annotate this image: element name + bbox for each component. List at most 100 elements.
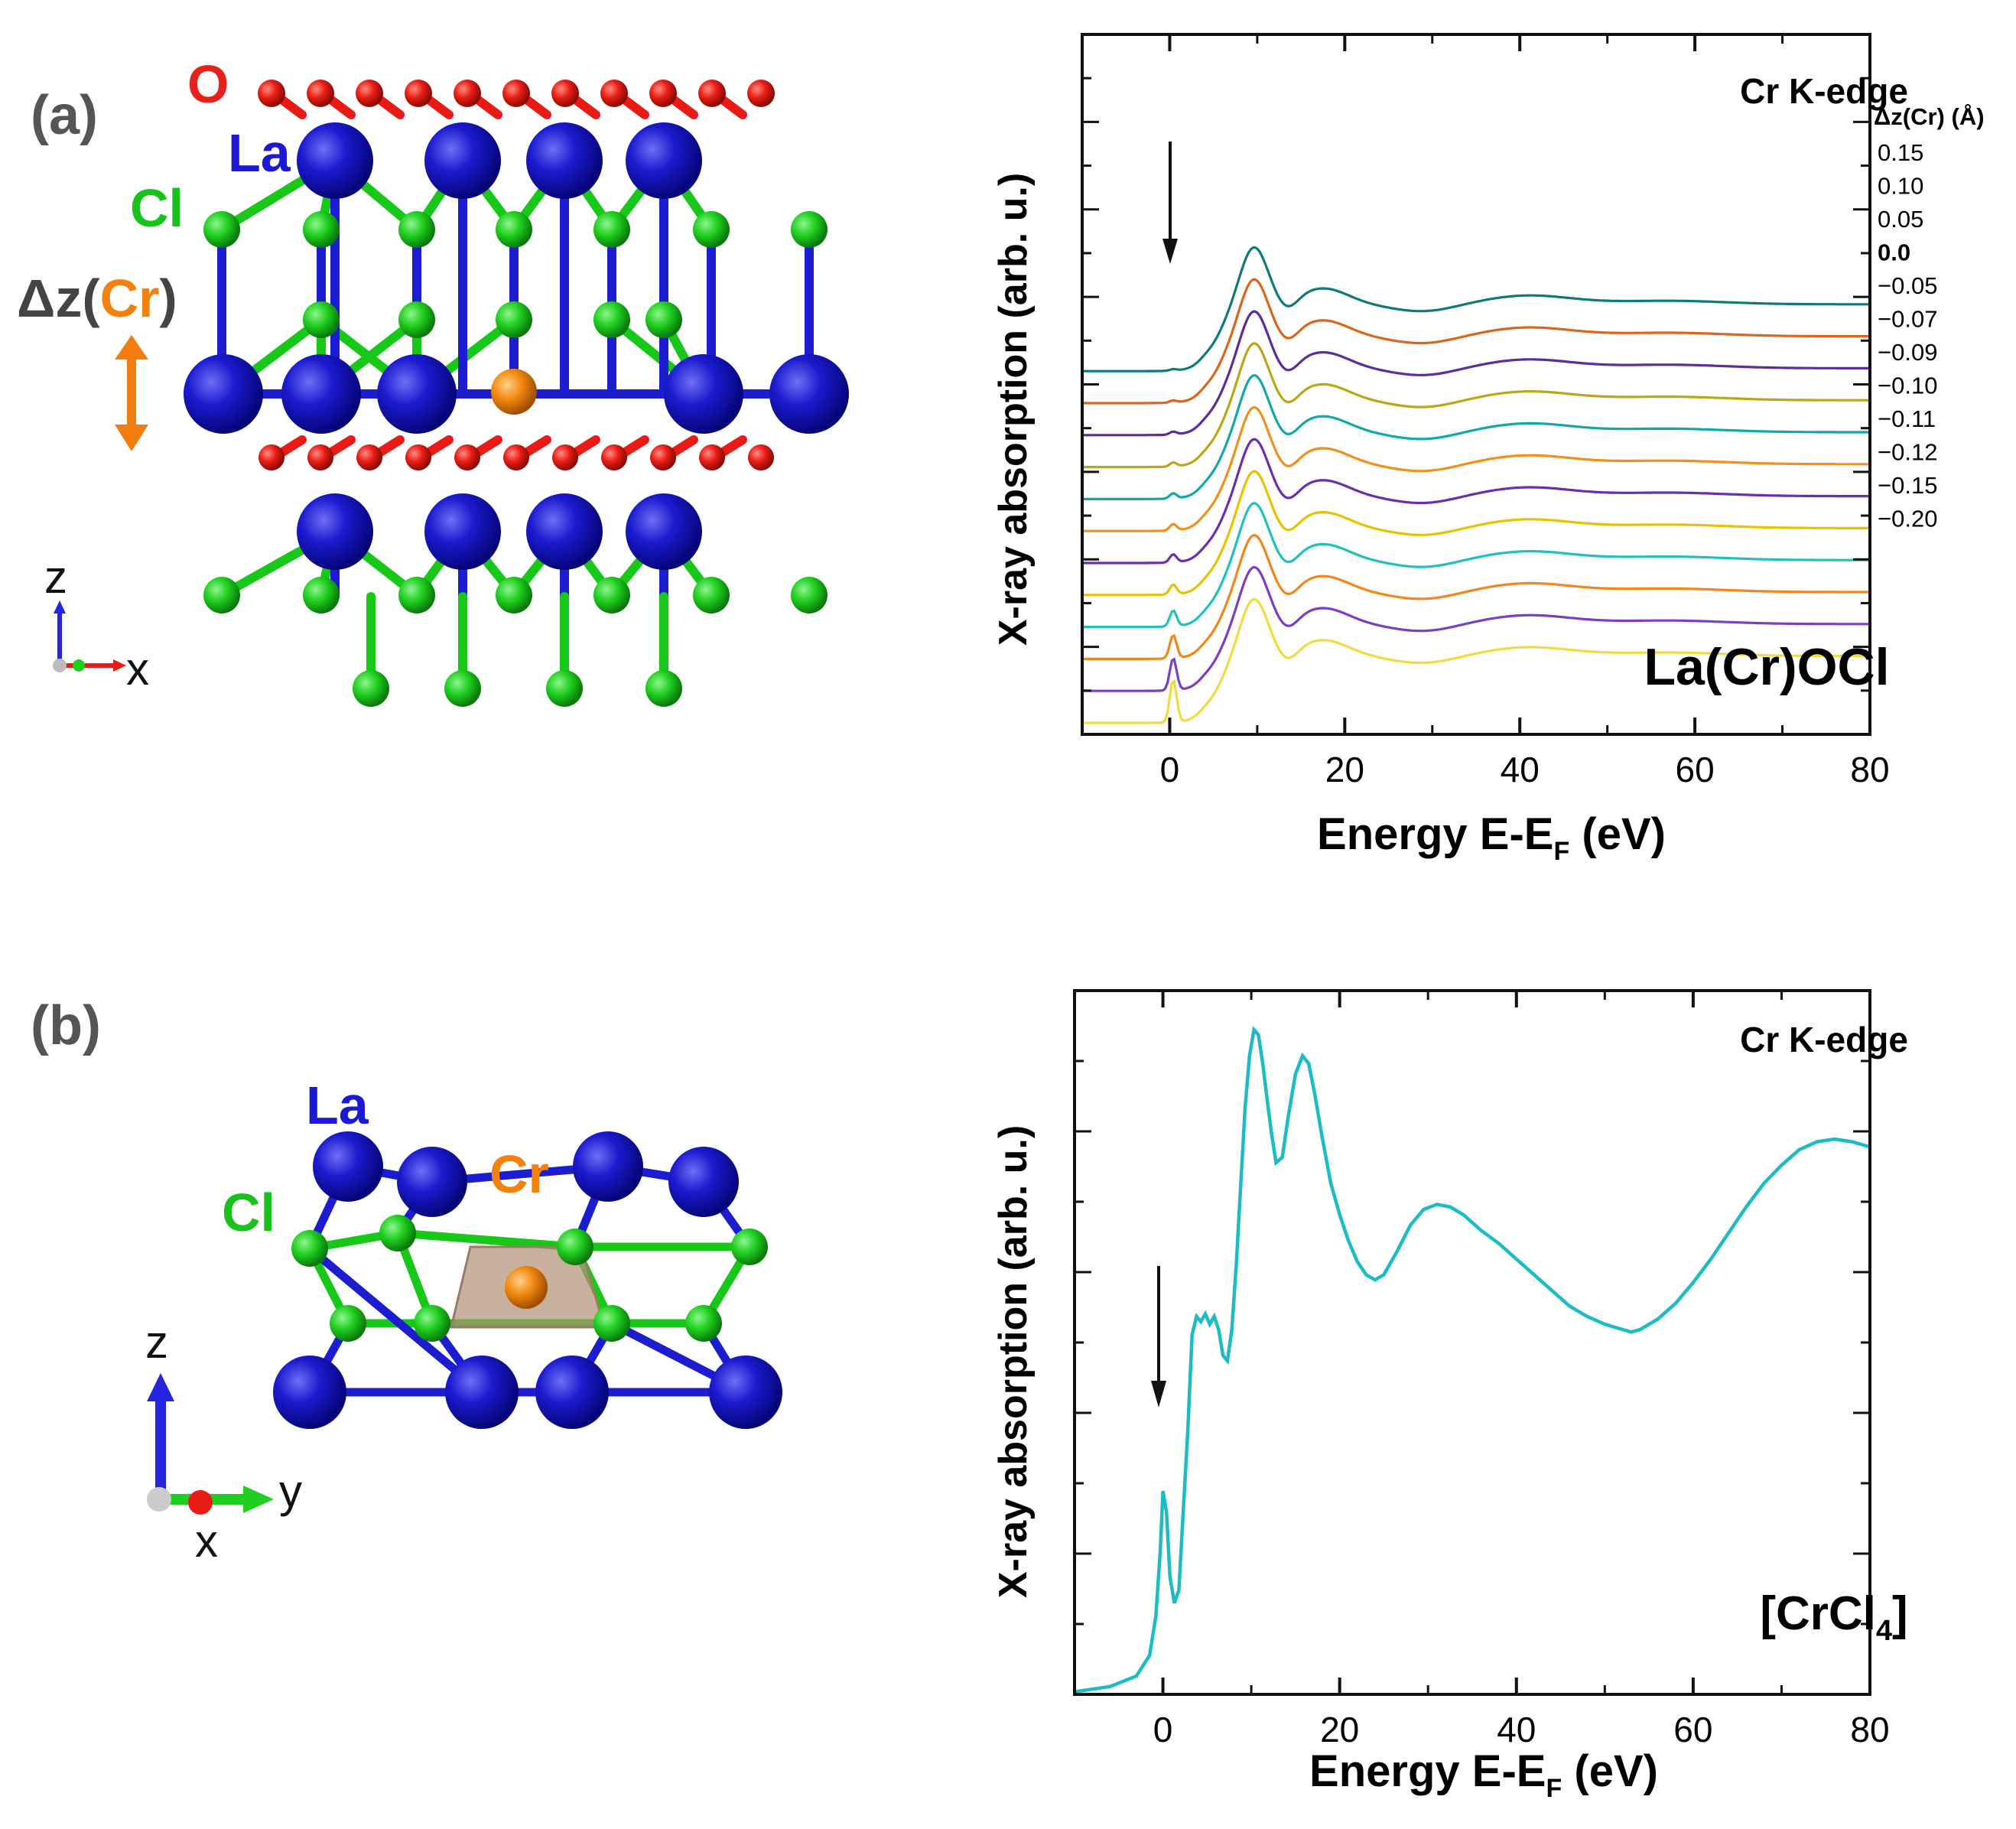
legend-entry-11: −0.15 — [1878, 472, 1937, 499]
chart-a-ylabel-text: X-ray absorption (arb. u.) — [991, 172, 1036, 646]
la-atom — [377, 354, 457, 434]
axis-y-label-b: y — [279, 1466, 302, 1517]
series-line-2 — [1082, 278, 1870, 405]
cl-atom — [353, 670, 389, 707]
panel-a-label: (a) — [31, 85, 98, 146]
chart-b-xlabel-sub: F — [1546, 1774, 1562, 1803]
oxygen-atom — [747, 80, 775, 107]
chart-a-xlabel-unit: (eV) — [1569, 809, 1666, 859]
la-atom — [535, 1355, 609, 1429]
cl-atom — [557, 1229, 593, 1265]
cl-atom — [496, 577, 532, 613]
cl-atom — [645, 670, 682, 707]
cr-atom — [491, 369, 537, 415]
bond-cl-cl — [393, 1229, 580, 1251]
label-cl-b: Cl — [222, 1183, 275, 1242]
la-atom — [664, 354, 743, 434]
x-tick-label: 0 — [1153, 1710, 1173, 1749]
cl-atom — [291, 1230, 328, 1267]
chart-b-series-line — [1074, 1025, 1871, 1694]
bond-la-cl — [305, 1244, 486, 1397]
chart-a-edge-label: Cr K-edge — [1740, 71, 1908, 111]
series-line-5 — [1082, 374, 1870, 501]
chart-b-compound-prefix: [CrCl — [1760, 1587, 1876, 1640]
legend-entry-9: −0.11 — [1878, 405, 1936, 432]
la-atom — [424, 493, 501, 570]
x-tick-label: 20 — [1320, 1710, 1359, 1749]
label-dz-cr: Δz(Cr) — [17, 268, 177, 329]
series-line-6 — [1082, 405, 1870, 532]
cl-atom — [398, 301, 435, 338]
x-tick-label: 0 — [1160, 750, 1180, 789]
label-o-a: O — [187, 54, 229, 114]
legend-entry-10: −0.12 — [1878, 439, 1937, 466]
la-atom — [526, 122, 603, 199]
cl-atom — [203, 211, 240, 248]
oxygen-atom — [551, 80, 579, 107]
x-tick-label: 60 — [1673, 1710, 1712, 1749]
x-tick-label: 60 — [1676, 750, 1715, 789]
la-atom — [297, 122, 373, 199]
oxygen-atom — [356, 444, 382, 470]
cr-atom — [505, 1266, 548, 1309]
chart-a-arrow — [1162, 142, 1178, 264]
legend-entry-3: 0.05 — [1878, 206, 1923, 233]
label-dz-suffix: ) — [159, 268, 177, 328]
cl-atom — [645, 301, 682, 338]
oxygen-atom — [649, 80, 677, 107]
cl-atom — [303, 577, 340, 613]
chart-b-compound-sub: 4 — [1876, 1615, 1892, 1647]
oxygen-atom — [356, 80, 383, 107]
series-line-8 — [1082, 470, 1870, 597]
legend-entry-7: −0.09 — [1878, 339, 1937, 366]
chart-a-ticks — [1081, 34, 1871, 734]
chart-b-compound-label: [CrCl4] — [1760, 1587, 1907, 1647]
la-atom — [184, 354, 263, 434]
cl-atom — [303, 211, 340, 248]
chart-a-legend: 0.15 0.10 0.05 0.0 −0.05 −0.07 −0.09 −0.10 −0.11… — [1878, 139, 1937, 532]
oxygen-atom — [552, 444, 578, 470]
cl-atom — [593, 1305, 630, 1342]
oxygen-atom — [698, 80, 726, 107]
series-line-12 — [1082, 597, 1870, 724]
chart-b-ticks — [1073, 991, 1871, 1694]
chart-b-ylabel-text: X-ray absorption (arb. u.) — [991, 1124, 1036, 1599]
oxygen-atom — [502, 80, 530, 107]
series-line-4 — [1082, 342, 1870, 469]
cl-atom — [203, 577, 240, 613]
cl-atom — [593, 301, 630, 338]
oxygen-atom — [307, 80, 334, 107]
cl-atom — [303, 301, 340, 338]
cl-atom — [414, 1305, 450, 1342]
cl-atom — [593, 211, 630, 248]
series-line-1 — [1082, 246, 1870, 373]
la-atom — [273, 1355, 346, 1429]
la-atom — [526, 493, 603, 570]
series-line-11 — [1082, 565, 1870, 692]
axis-x-label-a: x — [126, 643, 149, 695]
chart-b-frame — [1073, 989, 1871, 1696]
oxygen-atom — [258, 80, 285, 107]
legend-entry-2: 0.10 — [1878, 173, 1923, 200]
axis-triad-a — [53, 600, 126, 672]
oxygen-atom — [503, 444, 529, 470]
series-line-10 — [1082, 534, 1870, 661]
la-atom — [281, 354, 361, 434]
axis-triad-b — [147, 1373, 274, 1515]
la-atom — [573, 1131, 643, 1202]
oxygen-atom — [748, 444, 774, 470]
dz-double-arrow — [115, 335, 148, 451]
la-atom — [424, 122, 501, 199]
chart-a-series-group — [1082, 246, 1870, 724]
la-atom — [445, 1355, 519, 1429]
oxygen-atom — [699, 444, 725, 470]
chart-b-edge-label: Cr K-edge — [1740, 1020, 1908, 1059]
label-la-b: La — [306, 1076, 369, 1135]
oxygen-atom — [405, 444, 431, 470]
label-la-a: La — [228, 123, 291, 183]
chart-a-compound-label: La(Cr)OCl — [1644, 638, 1889, 696]
label-dz-elem: Cr — [99, 268, 160, 328]
label-cl-a: Cl — [130, 178, 184, 238]
label-cr-b: Cr — [489, 1144, 549, 1204]
chart-b: Cr K-edge [CrCl4] 0 20 40 60 80 Energy E-EF … — [956, 956, 2016, 1825]
